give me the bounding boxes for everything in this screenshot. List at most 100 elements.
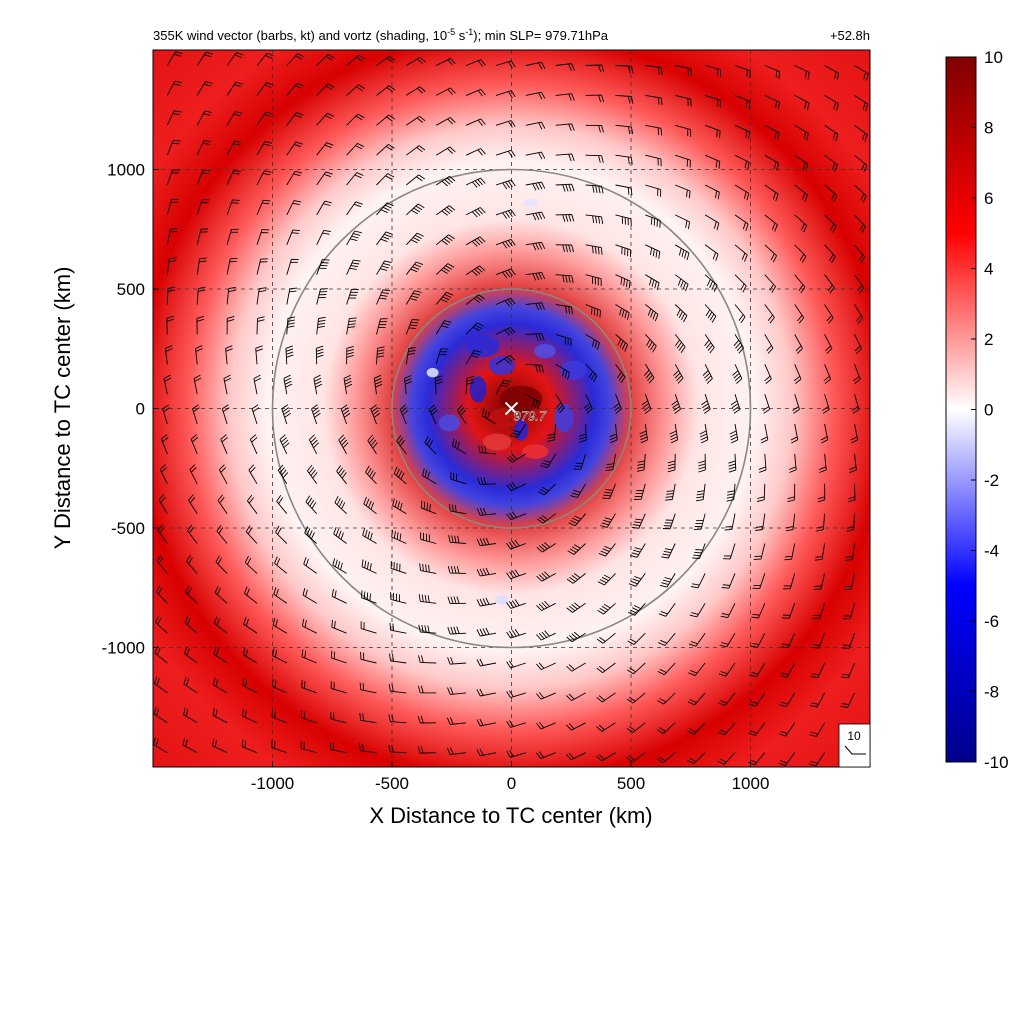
- min-slp-label: 979.7: [514, 409, 547, 424]
- wind-barb: [845, 543, 855, 561]
- wind-barb: [447, 626, 467, 635]
- wind-barb: [186, 555, 198, 574]
- wind-barb: [495, 120, 516, 128]
- wind-barb: [272, 648, 288, 664]
- wind-barb: [764, 334, 774, 354]
- wind-barb: [585, 214, 604, 224]
- wind-barb: [719, 632, 736, 648]
- wind-barb: [158, 494, 168, 514]
- wind-barb: [613, 394, 622, 414]
- wind-barb: [728, 453, 737, 473]
- wind-barb: [316, 171, 333, 186]
- wind-barb: [730, 394, 741, 414]
- wind-barb: [585, 64, 605, 73]
- wind-barb: [405, 232, 424, 246]
- wind-barb: [596, 662, 616, 673]
- colorbar-tick-label: 10: [984, 48, 1003, 67]
- wind-barb: [536, 662, 556, 671]
- wind-barb: [794, 154, 809, 172]
- wind-barb: [573, 453, 587, 470]
- wind-barb: [718, 662, 736, 677]
- wind-barb: [787, 483, 796, 503]
- wind-barb: [166, 228, 178, 245]
- wind-barb: [422, 468, 437, 485]
- wind-barb: [525, 121, 546, 130]
- wind-barb: [420, 500, 437, 515]
- wind-barb: [242, 678, 258, 694]
- x-tick-label: 0: [507, 774, 516, 793]
- wind-barb: [196, 51, 214, 66]
- reference-barb-label: 10: [847, 729, 861, 743]
- wind-barb: [226, 286, 236, 305]
- wind-barb: [626, 692, 646, 704]
- wind-barb: [525, 333, 545, 341]
- wind-barb: [585, 124, 604, 133]
- wind-barb: [750, 632, 766, 648]
- wind-barb: [215, 555, 228, 574]
- wind-barb: [406, 174, 425, 186]
- wind-barb: [334, 495, 347, 515]
- wind-barb: [824, 244, 836, 264]
- wind-barb: [271, 740, 287, 754]
- wind-barb: [376, 55, 396, 66]
- wind-barb: [578, 423, 587, 443]
- wind-barb: [698, 453, 706, 473]
- wind-barb: [704, 124, 721, 139]
- wind-barb: [367, 434, 378, 455]
- wind-barb: [301, 680, 317, 694]
- wind-barb: [675, 124, 692, 137]
- x-tick-label: -500: [375, 774, 409, 793]
- wind-barb: [316, 142, 334, 156]
- wind-barb: [506, 629, 526, 639]
- wind-barb: [406, 86, 426, 96]
- wind-barb: [816, 513, 826, 532]
- colorbar-tick-label: 4: [984, 260, 993, 279]
- wind-barb: [645, 65, 663, 75]
- wind-barb: [628, 573, 646, 587]
- wind-barb: [659, 573, 676, 588]
- tc-center-marker: [504, 401, 519, 416]
- wind-barb: [756, 483, 766, 502]
- wind-barb: [657, 692, 676, 705]
- wind-barb: [286, 200, 302, 216]
- wind-barb: [196, 257, 207, 275]
- wind-barb: [316, 288, 328, 305]
- wind-barb: [840, 692, 855, 708]
- wind-barb: [465, 294, 485, 305]
- wind-barb: [447, 565, 467, 574]
- wind-barb: [241, 739, 258, 754]
- wind-barb: [435, 87, 456, 96]
- wind-barb: [447, 657, 467, 665]
- wind-barb: [465, 118, 486, 126]
- wind-barb: [376, 114, 396, 126]
- wind-barb: [360, 651, 377, 664]
- wind-barb: [764, 94, 780, 110]
- wind-barb: [792, 394, 800, 414]
- wind-barb: [332, 558, 347, 574]
- wind-barb: [247, 494, 258, 514]
- wind-barb: [435, 146, 456, 156]
- wind-barb: [853, 364, 861, 384]
- wind-barb: [390, 592, 407, 604]
- wind-barb: [645, 124, 663, 136]
- wind-barb: [166, 110, 182, 126]
- wind-barb: [301, 618, 317, 634]
- wind-barb: [346, 201, 363, 216]
- wind-barb: [435, 263, 455, 276]
- wind-barb: [316, 112, 334, 126]
- wind-barb: [555, 304, 573, 315]
- wind-barb: [555, 393, 565, 414]
- wind-barb: [525, 302, 545, 311]
- wind-barb: [213, 616, 228, 634]
- wind-barb: [196, 199, 210, 216]
- wind-barb: [662, 513, 676, 530]
- wind-barb: [537, 483, 557, 496]
- wind-barb: [555, 153, 575, 162]
- wind-barb: [153, 676, 168, 694]
- wind-barb: [495, 326, 516, 336]
- wind-barb: [476, 567, 497, 577]
- wind-barb: [615, 94, 634, 104]
- wind-barb: [724, 513, 736, 531]
- wind-barb: [316, 316, 326, 335]
- wind-barb: [842, 603, 855, 620]
